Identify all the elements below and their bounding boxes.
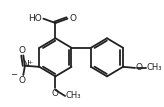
Text: CH₃: CH₃: [66, 91, 81, 100]
Text: N: N: [22, 60, 29, 69]
Text: CH₃: CH₃: [146, 63, 162, 72]
Text: −: −: [10, 71, 17, 80]
Text: HO: HO: [28, 14, 42, 23]
Text: O: O: [19, 76, 26, 85]
Text: O: O: [136, 63, 143, 72]
Text: O: O: [52, 89, 59, 98]
Text: +: +: [28, 60, 33, 65]
Text: O: O: [19, 46, 26, 55]
Text: O: O: [69, 14, 76, 23]
